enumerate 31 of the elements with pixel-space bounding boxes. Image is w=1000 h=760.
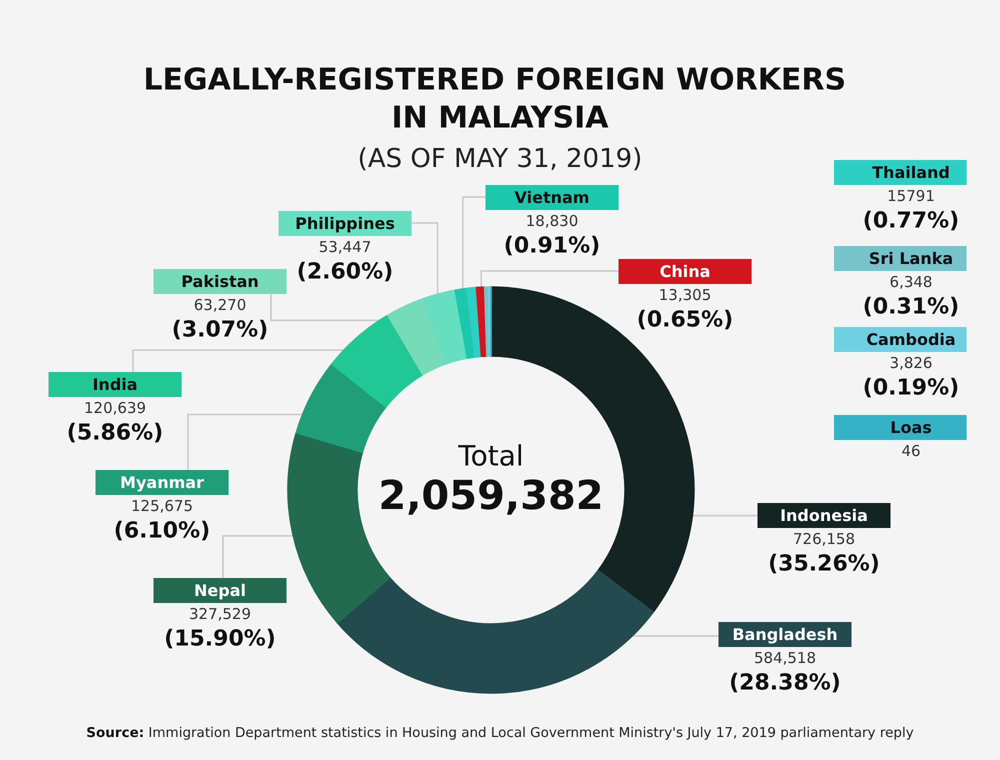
data-label: 120,639 (5.86%)	[66, 399, 164, 446]
data-label: 15791 (0.77%)	[862, 187, 960, 234]
slice-label: Philippines	[295, 214, 395, 233]
data-label: 18,830 (0.91%)	[504, 212, 600, 258]
data-label: 63,270 (3.07%)	[172, 296, 268, 342]
data-label: 125,675 (6.10%)	[114, 497, 210, 544]
text: 2,059,382	[378, 473, 604, 519]
source-note: Source: Immigration Department statistics in Housing and Local Government Ministry's July 17, 2019 parliamentary reply	[86, 725, 914, 741]
chart-title: LEGALLY-REGISTERED FOREIGN WORKERS IN MALAYSIA	[143, 62, 857, 136]
data-label: 584,518 (28.38%)	[729, 649, 841, 696]
data-label: 726,158 (35.26%)	[768, 530, 880, 576]
data-label: 327,529 (15.90%)	[164, 605, 276, 652]
slice-label: China	[660, 262, 710, 281]
data-label: 3,826 (0.19%)	[862, 354, 960, 400]
data-label: 6,348 (0.31%)	[862, 273, 960, 320]
slice-label: Pakistan	[181, 272, 259, 291]
legend-label: Loas	[890, 418, 932, 437]
legend-label: Cambodia	[866, 330, 956, 349]
slice-label: Vietnam	[514, 188, 590, 207]
legend-label: Thailand	[872, 163, 950, 182]
slice-label: India	[92, 375, 138, 394]
chart-subtitle: (AS OF MAY 31, 2019)	[358, 144, 642, 174]
slice-label: Bangladesh	[732, 625, 838, 644]
slice-label: Nepal	[194, 581, 246, 600]
data-label: 53,447 (2.60%)	[296, 238, 394, 284]
data-label: 46	[901, 442, 921, 460]
data-label: 13,305 (0.65%)	[636, 286, 734, 332]
slice-label: Myanmar	[120, 473, 204, 492]
legend-label: Sri Lanka	[868, 249, 954, 268]
slice-label: Indonesia	[780, 506, 868, 525]
text: Total	[457, 440, 524, 472]
